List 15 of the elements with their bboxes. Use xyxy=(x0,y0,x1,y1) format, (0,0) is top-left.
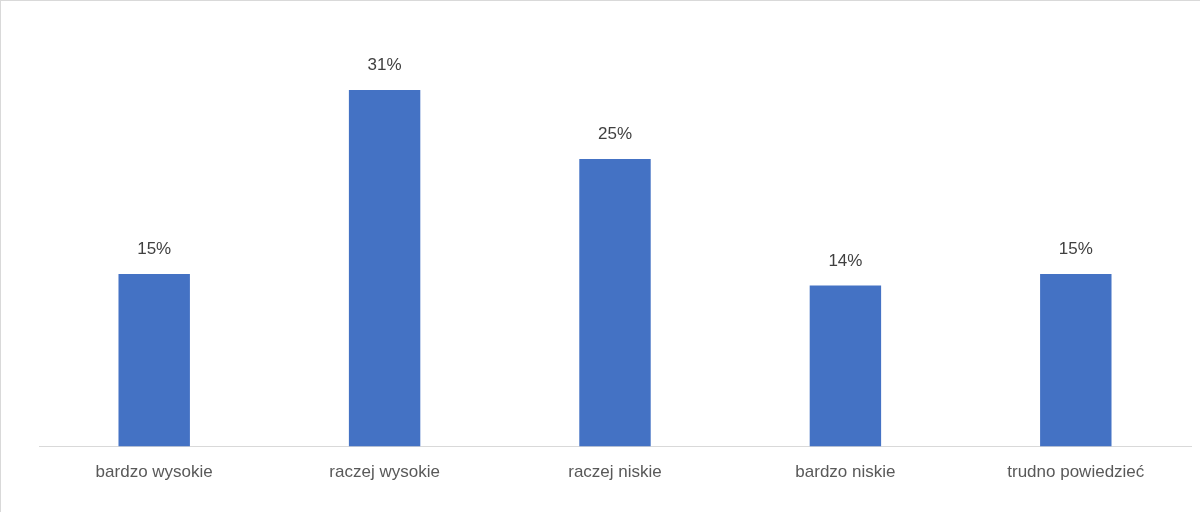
bar xyxy=(118,274,190,447)
x-tick-label: raczej niskie xyxy=(568,462,662,482)
data-label: 25% xyxy=(597,124,633,144)
bar xyxy=(809,285,882,447)
bar xyxy=(348,90,421,447)
x-tick-label: bardzo niskie xyxy=(795,462,896,482)
bar xyxy=(579,159,651,447)
x-tick-label: trudno powiedzieć xyxy=(1007,462,1145,482)
data-label: 15% xyxy=(137,239,172,259)
x-tick-label: bardzo wysokie xyxy=(95,462,213,482)
data-label: 14% xyxy=(828,250,863,270)
x-tick-label: raczej wysokie xyxy=(329,462,440,482)
bar xyxy=(1040,274,1112,447)
data-label: 31% xyxy=(367,55,402,75)
data-label: 15% xyxy=(1058,239,1093,259)
